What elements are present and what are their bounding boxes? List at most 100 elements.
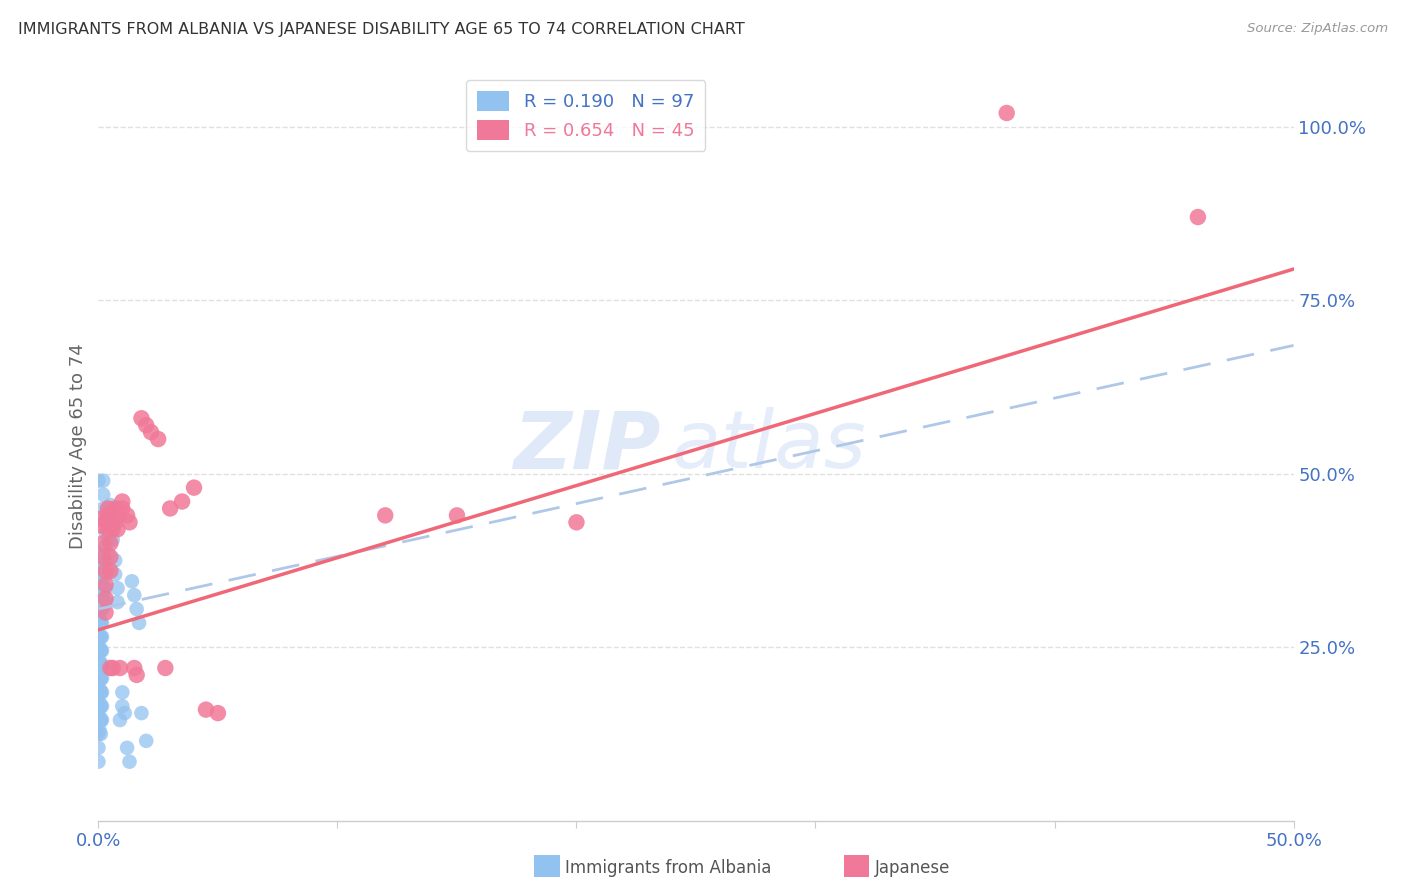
Point — [87, 574, 110, 589]
Point — [101, 508, 124, 523]
Point — [135, 734, 157, 748]
Point — [89, 709, 111, 723]
Point — [114, 706, 136, 720]
Point — [89, 696, 111, 710]
Point — [107, 581, 129, 595]
Point — [104, 501, 127, 516]
Point — [125, 668, 148, 682]
Point — [87, 588, 110, 602]
Point — [108, 661, 131, 675]
Point — [446, 508, 468, 523]
Point — [172, 494, 194, 508]
Point — [111, 501, 134, 516]
Point — [374, 508, 396, 523]
Point — [107, 595, 129, 609]
Point — [98, 564, 122, 578]
Point — [91, 602, 114, 616]
Point — [91, 501, 114, 516]
Point — [90, 685, 112, 699]
Point — [101, 522, 124, 536]
Point — [97, 533, 120, 547]
Point — [94, 591, 117, 606]
Point — [94, 564, 117, 578]
Point — [98, 525, 122, 540]
Text: Immigrants from Albania: Immigrants from Albania — [565, 859, 772, 877]
Point — [91, 549, 114, 564]
Point — [90, 657, 112, 672]
Point — [91, 581, 114, 595]
Point — [97, 516, 120, 530]
Point — [91, 567, 114, 582]
Text: ZIP: ZIP — [513, 407, 661, 485]
Point — [98, 549, 122, 564]
Point — [107, 522, 129, 536]
Point — [91, 657, 114, 672]
Point — [121, 574, 143, 589]
Point — [101, 661, 124, 675]
Point — [183, 481, 205, 495]
Point — [118, 516, 141, 530]
Point — [89, 668, 111, 682]
Y-axis label: Disability Age 65 to 74: Disability Age 65 to 74 — [69, 343, 87, 549]
Point — [98, 661, 122, 675]
Point — [91, 588, 114, 602]
Point — [131, 706, 153, 720]
Point — [125, 602, 148, 616]
Point — [90, 713, 112, 727]
Text: Source: ZipAtlas.com: Source: ZipAtlas.com — [1247, 22, 1388, 36]
Point — [1187, 210, 1209, 224]
Point — [91, 713, 114, 727]
Point — [107, 508, 129, 523]
Point — [97, 501, 120, 516]
Point — [89, 723, 111, 738]
Point — [90, 615, 112, 630]
Point — [111, 699, 134, 714]
Point — [101, 533, 124, 547]
Point — [131, 411, 153, 425]
Point — [101, 518, 124, 533]
Point — [94, 540, 117, 554]
Point — [90, 588, 112, 602]
Point — [94, 553, 117, 567]
Point — [90, 643, 112, 657]
Point — [111, 494, 134, 508]
Point — [155, 661, 177, 675]
Point — [87, 727, 110, 741]
Point — [118, 755, 141, 769]
Point — [98, 512, 122, 526]
Point — [135, 418, 157, 433]
Point — [87, 630, 110, 644]
Point — [89, 599, 111, 613]
Point — [87, 672, 110, 686]
Point — [90, 699, 112, 714]
Point — [94, 567, 117, 582]
Legend: R = 0.190   N = 97, R = 0.654   N = 45: R = 0.190 N = 97, R = 0.654 N = 45 — [465, 80, 706, 151]
Point — [90, 643, 112, 657]
Point — [90, 630, 112, 644]
Point — [98, 536, 122, 550]
Point — [148, 432, 170, 446]
Point — [90, 560, 112, 574]
Point — [115, 740, 138, 755]
Point — [91, 615, 114, 630]
Point — [87, 685, 110, 699]
Point — [159, 501, 181, 516]
Point — [97, 547, 120, 561]
Point — [90, 713, 112, 727]
Point — [207, 706, 229, 720]
Point — [98, 498, 122, 512]
Point — [91, 672, 114, 686]
Point — [97, 505, 120, 519]
Point — [97, 522, 120, 536]
Point — [91, 699, 114, 714]
Point — [89, 681, 111, 696]
Point — [87, 547, 110, 561]
Point — [90, 672, 112, 686]
Point — [108, 713, 131, 727]
Point — [90, 615, 112, 630]
Point — [90, 574, 112, 589]
Point — [90, 699, 112, 714]
Point — [91, 685, 114, 699]
Point — [91, 602, 114, 616]
Text: Japanese: Japanese — [875, 859, 950, 877]
